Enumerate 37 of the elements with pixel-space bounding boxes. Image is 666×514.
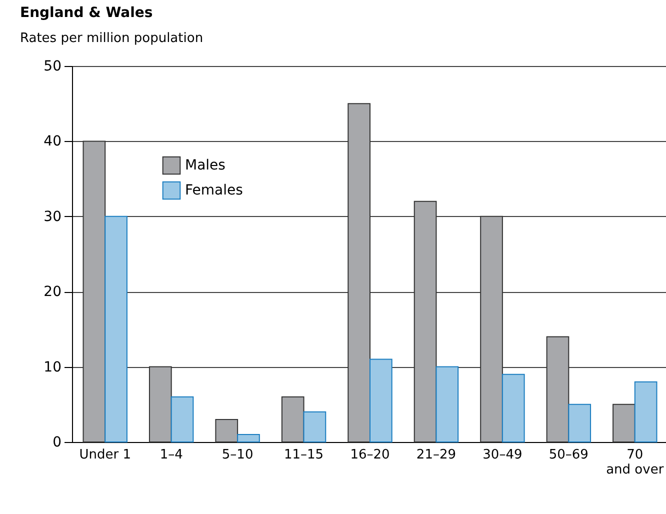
x-tick-label: 30–49 xyxy=(482,448,522,462)
bar xyxy=(303,411,326,442)
bar xyxy=(546,336,570,442)
chart-subtitle: Rates per million population xyxy=(20,31,204,46)
bar xyxy=(281,396,304,442)
bar xyxy=(104,216,128,442)
bar xyxy=(436,366,459,442)
x-tick-label: 5–10 xyxy=(222,448,254,462)
bar xyxy=(370,358,392,442)
bar xyxy=(82,140,106,442)
x-tick-label: 11–15 xyxy=(284,448,324,462)
bar xyxy=(348,103,370,442)
x-tick-label: 1–4 xyxy=(160,448,183,462)
x-tick-label: 50–69 xyxy=(548,448,588,462)
y-tick-label: 20 xyxy=(44,284,62,300)
x-tick-label: 21–29 xyxy=(416,448,456,462)
bar xyxy=(502,374,525,442)
y-tick-label: 30 xyxy=(44,208,62,225)
bar xyxy=(237,434,260,442)
chart-title: England & Wales xyxy=(20,5,153,21)
bar xyxy=(612,404,636,442)
bar xyxy=(480,216,503,442)
legend-label: Females xyxy=(185,182,243,198)
y-tick-label: 10 xyxy=(44,359,62,376)
y-tick-label: 50 xyxy=(44,58,62,74)
x-tick-label: Under 1 xyxy=(79,448,131,462)
bar xyxy=(215,418,238,442)
y-tick-label: 40 xyxy=(44,134,62,150)
x-tick-label: 70 and over xyxy=(606,448,664,478)
bar xyxy=(148,366,172,442)
bar xyxy=(414,200,437,442)
bar xyxy=(170,396,194,442)
legend-label: Males xyxy=(185,158,226,174)
bar xyxy=(634,381,658,442)
bar xyxy=(568,404,592,442)
y-tick-label: 0 xyxy=(52,434,62,450)
x-tick-label: 16–20 xyxy=(350,448,390,462)
